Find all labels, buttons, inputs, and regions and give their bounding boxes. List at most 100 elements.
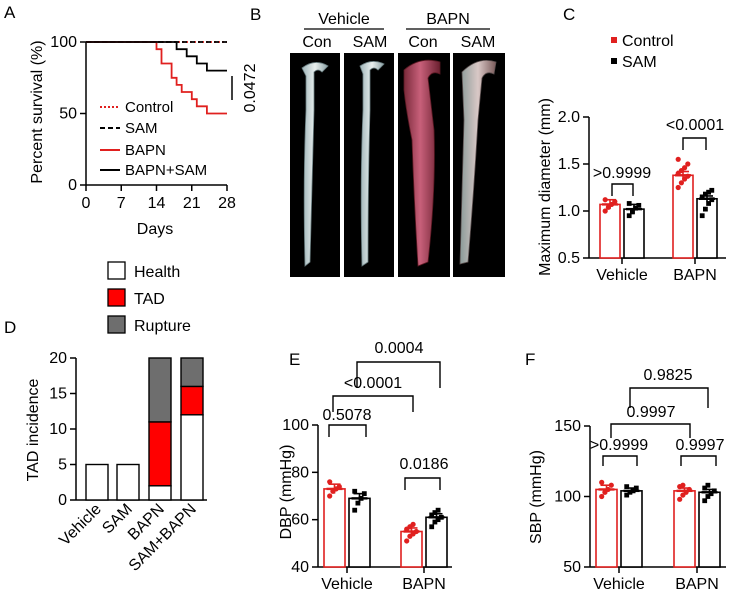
stacked-bar-bapn-health — [148, 485, 172, 501]
group-header-vehicle: Vehicle — [318, 11, 370, 28]
data-point — [682, 165, 688, 171]
data-point — [361, 491, 367, 497]
panel-e-bars — [323, 479, 448, 568]
aorta-vehicle-sam — [359, 61, 385, 267]
panel-d-bars — [85, 357, 204, 501]
bracket-e-bapn — [404, 477, 441, 490]
bracket-e-vehicle — [328, 424, 367, 437]
panel-label-c: C — [563, 5, 575, 24]
data-point — [680, 482, 686, 488]
panel-f-bars — [595, 479, 721, 568]
panel-a-y-tick-label: 50 — [59, 106, 77, 123]
panel-c-comparison-bapn: <0.0001 — [666, 117, 724, 150]
pvalue-f-cross1: 0.9997 — [627, 404, 676, 421]
panel-c-legend: Control SAM — [611, 33, 674, 71]
panel-d-chart: Health TAD Rupture 05101520VehicleSAMBAP… — [25, 261, 207, 575]
data-point — [352, 507, 358, 513]
data-point — [675, 184, 681, 191]
panel-f-axes: 50 100 150 Vehicle BAPN — [554, 418, 726, 593]
data-point — [599, 493, 605, 500]
aorta-vehicle-con — [301, 62, 329, 267]
panel-label-e: E — [289, 350, 300, 369]
panel-f-y-tick-label: 100 — [554, 489, 581, 506]
pvalue-e-vehicle: 0.5078 — [323, 407, 372, 424]
data-point — [706, 189, 711, 195]
bracket-c-bapn — [682, 137, 707, 150]
legend-label-bapn: BAPN — [125, 142, 166, 159]
panel-a-xlabel: Days — [137, 221, 173, 238]
data-point — [626, 213, 632, 219]
panel-c-chart: 0.5 1.0 1.5 2.0 Vehicle BAPN Maximum diameter… — [537, 33, 726, 284]
data-point — [685, 161, 691, 167]
panel-f-category-label: BAPN — [675, 576, 719, 593]
panel-f-category-label: Vehicle — [593, 576, 645, 593]
data-point — [706, 201, 711, 206]
legend-label-control: Control — [125, 99, 173, 116]
column-label-con-1: Con — [302, 34, 331, 51]
panel-label-d: D — [4, 318, 16, 337]
panel-e-y-tick-label: 100 — [282, 417, 309, 434]
stacked-bar-sam-bapn-health — [180, 414, 204, 501]
bracket-f-cross2 — [629, 387, 709, 408]
data-point — [699, 194, 705, 200]
data-point — [633, 205, 638, 211]
data-point — [336, 483, 342, 490]
survival-line-bapn — [86, 41, 227, 115]
panel-a-series — [86, 41, 227, 115]
legend-swatch-health — [107, 261, 126, 280]
data-point — [624, 484, 630, 490]
legend-label-bapn-sam: BAPN+SAM — [125, 162, 207, 179]
panel-c-bars — [599, 156, 718, 259]
panel-e-chart: 40 60 80 100 Vehicle BAPN DBP (mmHg) 0.5078 0… — [278, 340, 452, 593]
panel-e-y-tick-label: 80 — [291, 464, 309, 481]
panel-d-y-tick-label: 5 — [58, 457, 67, 474]
data-point — [675, 156, 681, 162]
aorta-bapn-con — [403, 59, 441, 267]
data-point — [435, 507, 441, 513]
bar-f-bapn-sam — [698, 491, 721, 568]
data-point — [627, 489, 633, 495]
panel-d-y-tick-label: 10 — [49, 421, 67, 438]
legend-label-health: Health — [134, 264, 180, 281]
data-point — [432, 519, 438, 525]
data-point — [327, 479, 333, 485]
data-point — [358, 495, 364, 501]
panel-a-ylabel: Percent survival (%) — [29, 40, 46, 183]
data-point — [602, 208, 608, 214]
panel-f-chart: 50 100 150 Vehicle BAPN SBP (mmHg) >0.9999 0… — [528, 367, 726, 593]
panel-e-axes: 40 60 80 100 Vehicle BAPN — [282, 417, 452, 593]
panel-a-legend: Control SAM BAPN BAPN+SAM — [100, 99, 207, 179]
data-point — [410, 521, 416, 528]
panel-label-a: A — [4, 3, 16, 22]
aorta-bapn-sam — [459, 59, 497, 265]
data-point — [602, 197, 608, 203]
data-point — [599, 479, 605, 485]
panel-f-y-tick-label: 150 — [554, 418, 581, 435]
panel-a-x-tick-label: 0 — [82, 195, 91, 212]
data-point — [703, 191, 708, 197]
pvalue-c-bapn: <0.0001 — [666, 117, 724, 134]
panel-label-f: F — [525, 350, 535, 369]
survival-line-bapn-sam — [86, 41, 227, 72]
data-point — [429, 524, 435, 530]
bar-e-bapn-sam — [425, 516, 448, 568]
stacked-bar-vehicle-health — [85, 463, 109, 501]
column-label-sam-2: SAM — [461, 34, 496, 51]
data-point — [686, 486, 692, 493]
panel-d-y-tick-label: 0 — [58, 492, 67, 509]
panel-c-y-tick-label: 2.0 — [558, 109, 580, 126]
panel-d-y-tick-label: 20 — [49, 350, 67, 367]
pvalue-c-vehicle: >0.9999 — [593, 165, 651, 182]
bar-f-vehicle-control — [595, 488, 618, 568]
photo-vehicle-con — [290, 53, 340, 277]
bracket-e-cross1 — [332, 395, 414, 412]
group-header-bapn: BAPN — [426, 11, 470, 28]
data-point — [699, 213, 705, 219]
data-point — [630, 209, 635, 215]
data-point — [413, 528, 419, 535]
data-point — [404, 538, 410, 544]
data-point — [435, 517, 441, 523]
panel-a-x-tick-label: 7 — [117, 195, 126, 212]
legend-label-c-sam: SAM — [622, 54, 657, 71]
